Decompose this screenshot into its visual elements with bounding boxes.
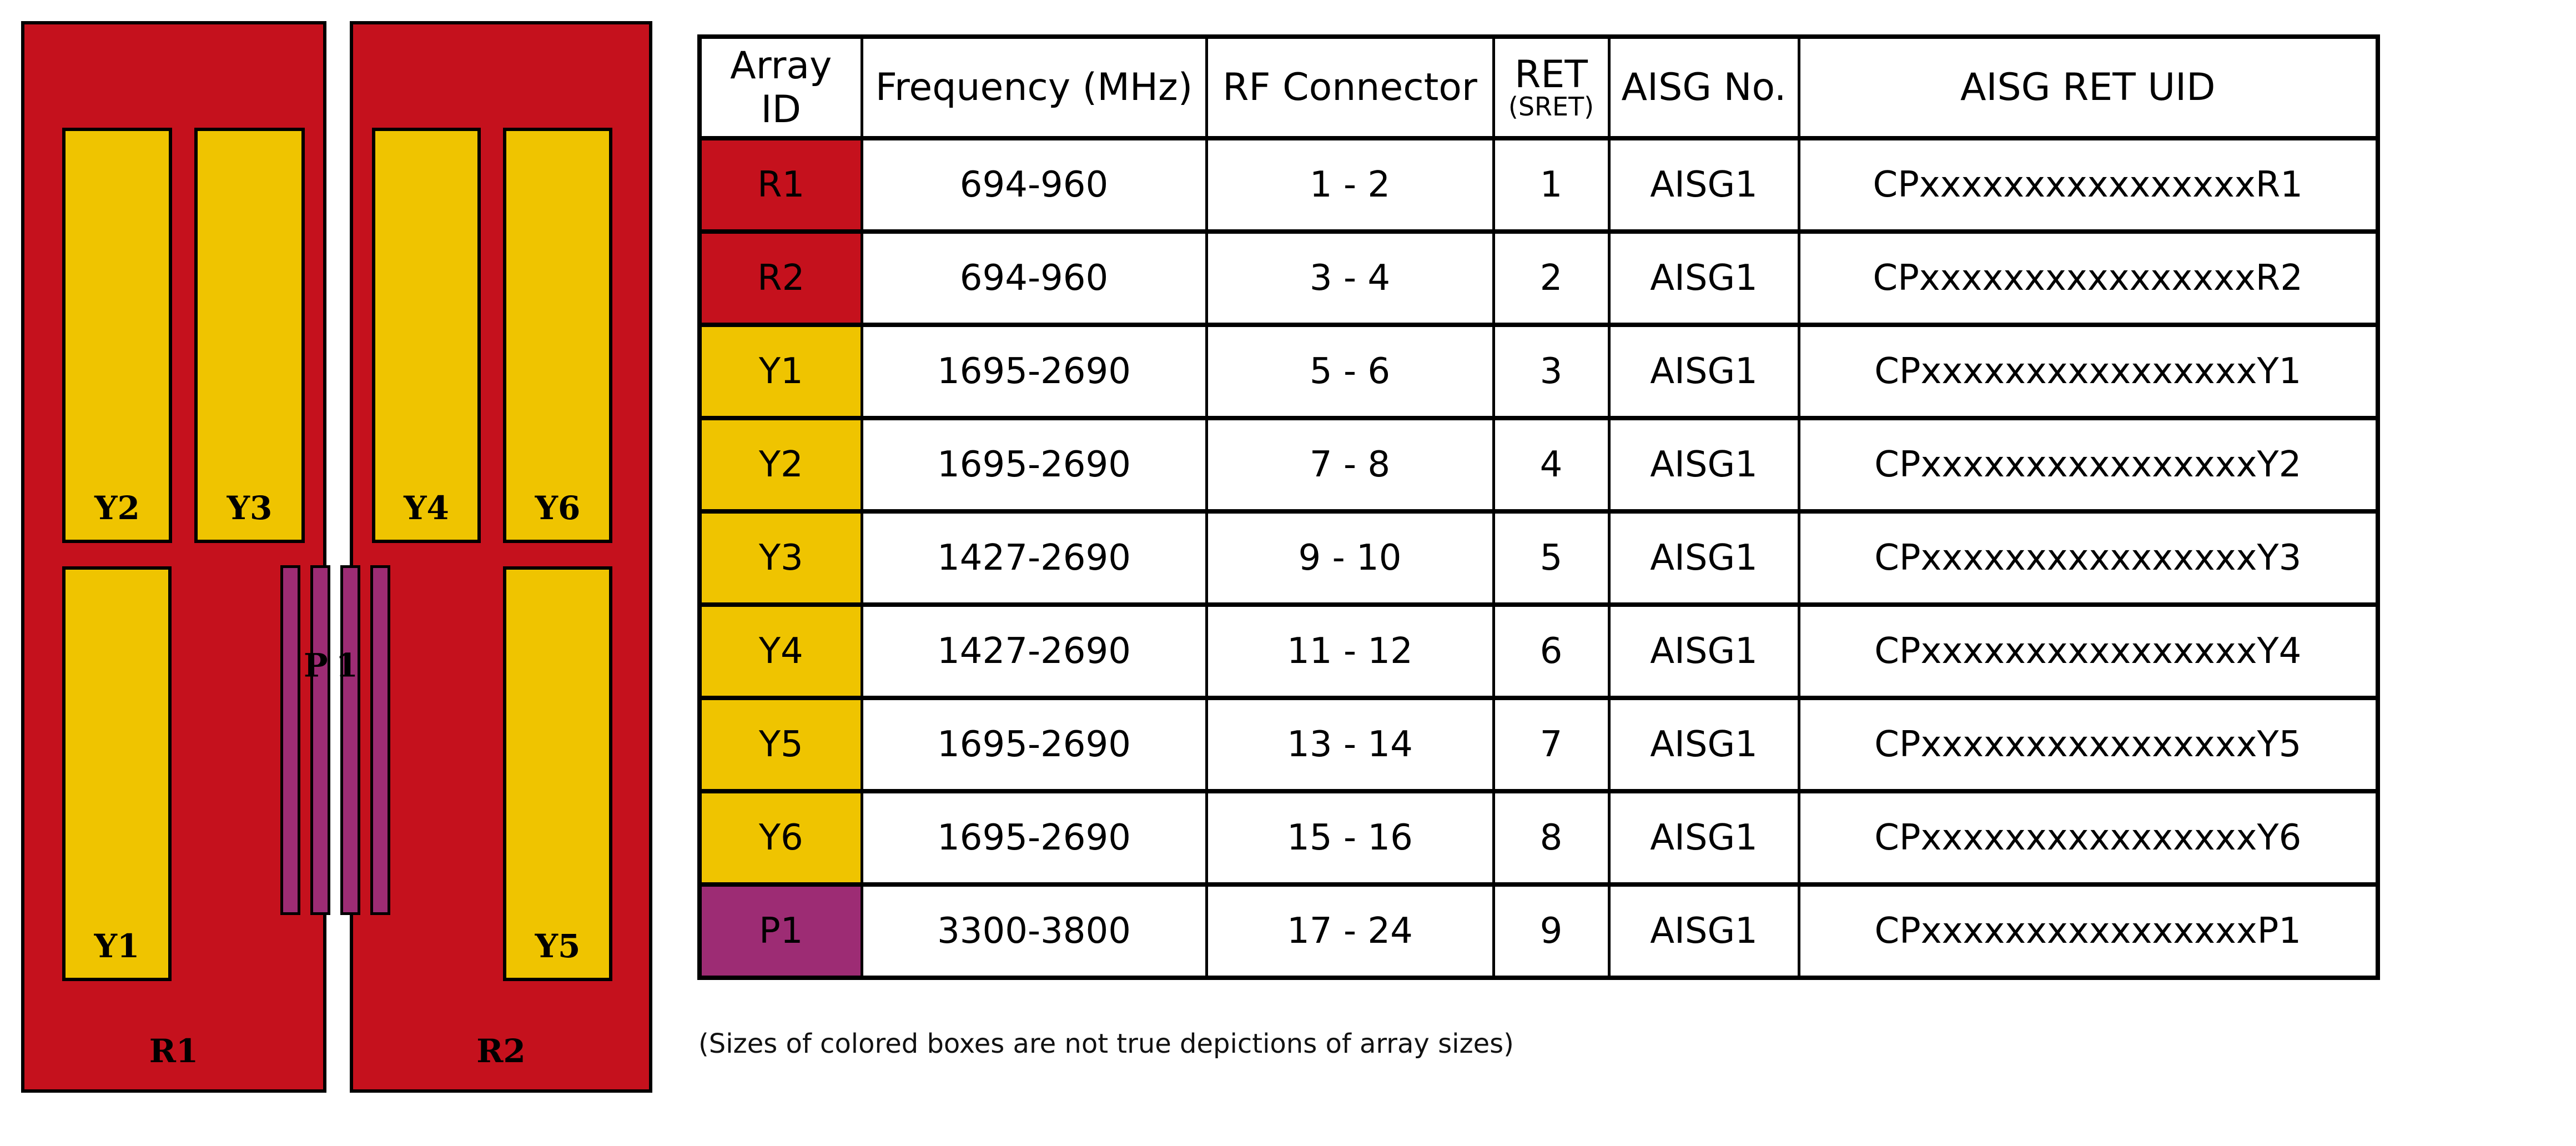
aisg-ret-uid-cell: CPxxxxxxxxxxxxxxxxY3: [1797, 509, 2379, 607]
table-row: R2 694-960 3 - 4 2 AISG1 CPxxxxxxxxxxxxx…: [698, 229, 2379, 327]
frequency-cell: 1695-2690: [860, 789, 1208, 887]
aisg-no-cell: AISG1: [1607, 509, 1800, 607]
array-strip-P1-3: [340, 565, 360, 915]
array-box-Y1: Y1: [62, 566, 172, 981]
aisg-ret-uid-cell: CPxxxxxxxxxxxxxxxxP1: [1797, 882, 2379, 980]
table-row: Y3 1427-2690 9 - 10 5 AISG1 CPxxxxxxxxxx…: [698, 509, 2379, 607]
aisg-no-cell: AISG1: [1607, 229, 1800, 327]
array-Y6-label: Y6: [535, 489, 581, 527]
rf-connector-cell: 5 - 6: [1205, 323, 1495, 420]
rf-connector-cell: 11 - 12: [1205, 602, 1495, 700]
col-header-aisg-no: AISG No.: [1607, 34, 1800, 140]
array-Y5-label: Y5: [535, 927, 581, 966]
col-header-frequency: Frequency (MHz): [860, 34, 1208, 140]
array-box-Y4: Y4: [372, 128, 481, 543]
col-header-rf-connector: RF Connector: [1205, 34, 1495, 140]
rf-connector-cell: 7 - 8: [1205, 416, 1495, 514]
table-row: R1 694-960 1 - 2 1 AISG1 CPxxxxxxxxxxxxx…: [698, 136, 2379, 234]
aisg-ret-uid-cell: CPxxxxxxxxxxxxxxxxY1: [1797, 323, 2379, 420]
array-id-cell: R1: [698, 136, 863, 234]
rf-connector-cell: 17 - 24: [1205, 882, 1495, 980]
aisg-ret-uid-cell: CPxxxxxxxxxxxxxxxxR2: [1797, 229, 2379, 327]
frequency-cell: 694-960: [860, 229, 1208, 327]
col-header-array-id: Array ID: [698, 34, 863, 140]
ret-cell: 8: [1492, 789, 1611, 887]
rf-connector-cell: 3 - 4: [1205, 229, 1495, 327]
panel-R2-label: R2: [476, 1032, 526, 1070]
aisg-no-cell: AISG1: [1607, 602, 1800, 700]
array-id-cell: P1: [698, 882, 863, 980]
aisg-no-cell: AISG1: [1607, 136, 1800, 234]
rf-connector-cell: 13 - 14: [1205, 696, 1495, 793]
array-id-cell: Y4: [698, 602, 863, 700]
col-header-ret-line2: (SRET): [1508, 91, 1594, 122]
array-box-Y3: Y3: [194, 128, 305, 543]
frequency-cell: 1695-2690: [860, 696, 1208, 793]
array-strip-P1-2: [310, 565, 330, 915]
array-box-Y2: Y2: [62, 128, 172, 543]
panel-R1-label: R1: [149, 1032, 199, 1070]
ret-cell: 1: [1492, 136, 1611, 234]
frequency-cell: 1427-2690: [860, 509, 1208, 607]
array-id-cell: Y3: [698, 509, 863, 607]
aisg-no-cell: AISG1: [1607, 789, 1800, 887]
aisg-no-cell: AISG1: [1607, 416, 1800, 514]
aisg-ret-uid-cell: CPxxxxxxxxxxxxxxxxY6: [1797, 789, 2379, 887]
array-id-cell: R2: [698, 229, 863, 327]
rf-connector-cell: 1 - 2: [1205, 136, 1495, 234]
table-row: P1 3300-3800 17 - 24 9 AISG1 CPxxxxxxxxx…: [698, 882, 2379, 980]
col-header-ret-line1: RET: [1515, 52, 1588, 97]
port-spec-table: Array ID Frequency (MHz) RF Connector RE…: [697, 34, 2380, 980]
table-row: Y2 1695-2690 7 - 8 4 AISG1 CPxxxxxxxxxxx…: [698, 416, 2379, 514]
aisg-no-cell: AISG1: [1607, 882, 1800, 980]
frequency-cell: 1695-2690: [860, 416, 1208, 514]
array-Y4-label: Y4: [404, 489, 449, 527]
ret-cell: 5: [1492, 509, 1611, 607]
array-id-cell: Y1: [698, 323, 863, 420]
frequency-cell: 694-960: [860, 136, 1208, 234]
ret-cell: 4: [1492, 416, 1611, 514]
frequency-cell: 1695-2690: [860, 323, 1208, 420]
array-id-cell: Y6: [698, 789, 863, 887]
array-box-Y6: Y6: [503, 128, 612, 543]
table-header-row: Array ID Frequency (MHz) RF Connector RE…: [698, 34, 2379, 140]
ret-cell: 7: [1492, 696, 1611, 793]
array-id-cell: Y5: [698, 696, 863, 793]
table-row: Y4 1427-2690 11 - 12 6 AISG1 CPxxxxxxxxx…: [698, 602, 2379, 700]
array-Y2-label: Y2: [94, 489, 140, 527]
ret-cell: 3: [1492, 323, 1611, 420]
array-Y1-label: Y1: [94, 927, 140, 966]
array-box-Y5: Y5: [503, 566, 612, 981]
table-row: Y1 1695-2690 5 - 6 3 AISG1 CPxxxxxxxxxxx…: [698, 323, 2379, 420]
aisg-ret-uid-cell: CPxxxxxxxxxxxxxxxxY4: [1797, 602, 2379, 700]
rf-connector-cell: 9 - 10: [1205, 509, 1495, 607]
array-strip-P1-1: [280, 565, 300, 915]
array-P1-label: P1: [304, 646, 366, 685]
rf-connector-cell: 15 - 16: [1205, 789, 1495, 887]
aisg-no-cell: AISG1: [1607, 696, 1800, 793]
frequency-cell: 3300-3800: [860, 882, 1208, 980]
aisg-ret-uid-cell: CPxxxxxxxxxxxxxxxxR1: [1797, 136, 2379, 234]
aisg-ret-uid-cell: CPxxxxxxxxxxxxxxxxY2: [1797, 416, 2379, 514]
ret-cell: 2: [1492, 229, 1611, 327]
table-row: Y6 1695-2690 15 - 16 8 AISG1 CPxxxxxxxxx…: [698, 789, 2379, 887]
col-header-ret: RET (SRET): [1492, 34, 1611, 140]
table-row: Y5 1695-2690 13 - 14 7 AISG1 CPxxxxxxxxx…: [698, 696, 2379, 793]
frequency-cell: 1427-2690: [860, 602, 1208, 700]
aisg-no-cell: AISG1: [1607, 323, 1800, 420]
array-strip-P1-4: [370, 565, 390, 915]
array-Y3-label: Y3: [227, 489, 273, 527]
aisg-ret-uid-cell: CPxxxxxxxxxxxxxxxxY5: [1797, 696, 2379, 793]
size-disclaimer-caption: (Sizes of colored boxes are not true dep…: [698, 1028, 1514, 1059]
col-header-aisg-ret-uid: AISG RET UID: [1797, 34, 2379, 140]
array-id-cell: Y2: [698, 416, 863, 514]
ret-cell: 9: [1492, 882, 1611, 980]
ret-cell: 6: [1492, 602, 1611, 700]
